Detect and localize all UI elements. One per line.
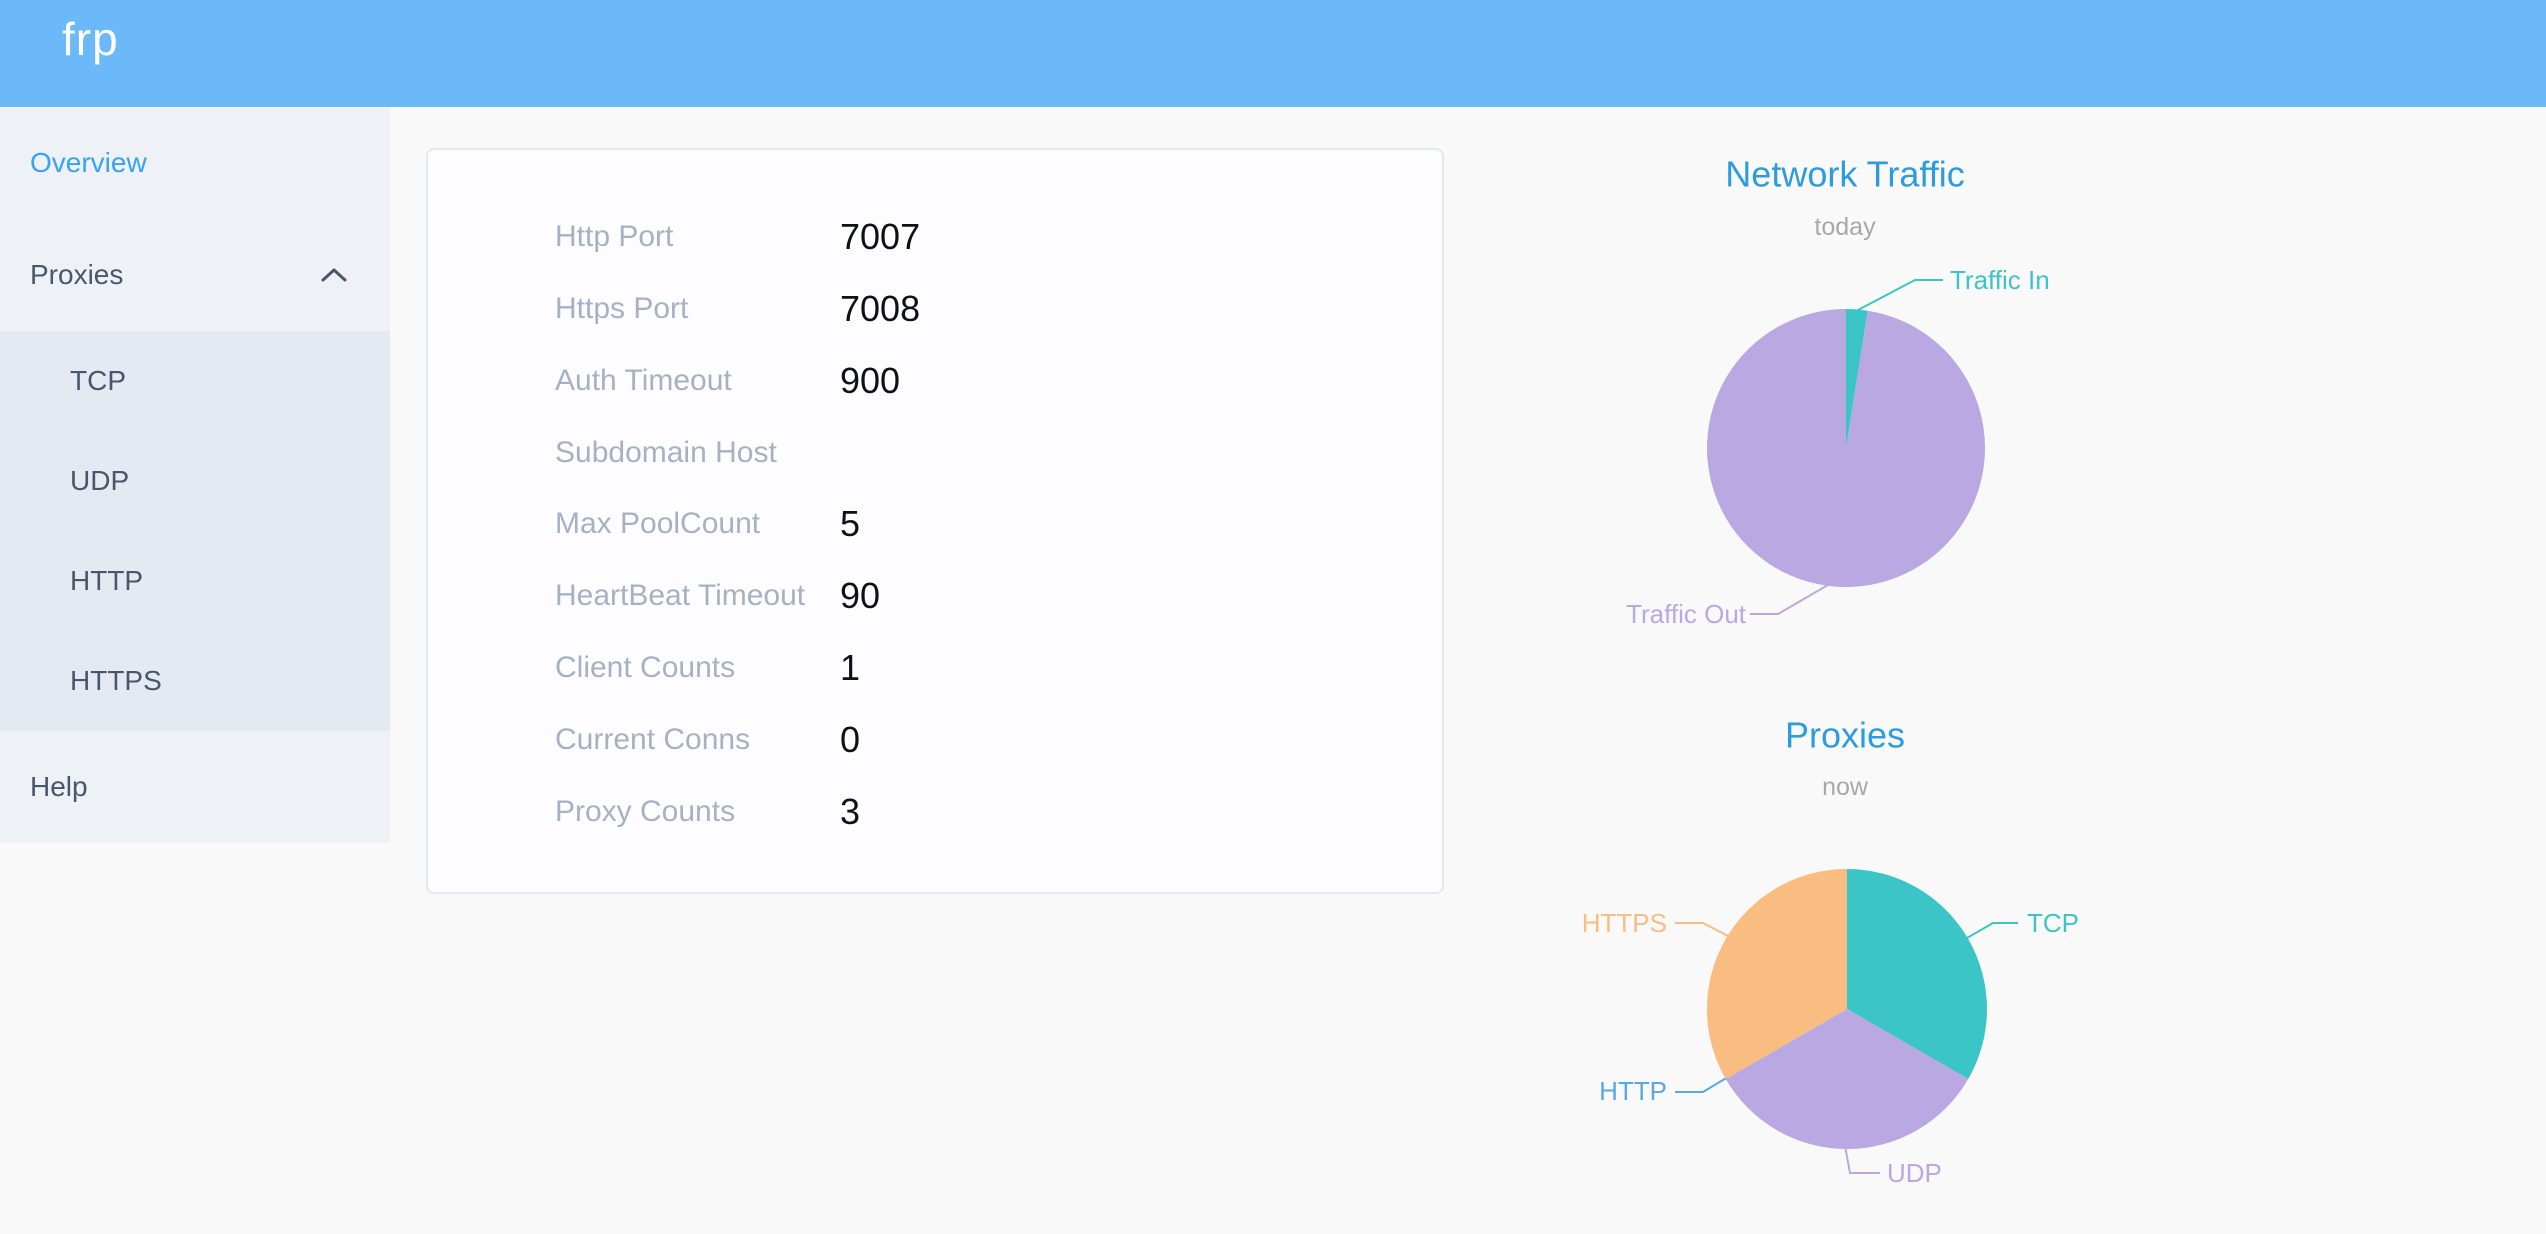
proxies-pie: TCP UDP HTTP HTTPS <box>1582 869 2079 1188</box>
pie-label-line-udp <box>1844 1145 1880 1174</box>
sidebar-item-proxies-label: Proxies <box>30 259 124 290</box>
config-row-value: 1 <box>840 647 861 689</box>
pie-label-line-tcp <box>1966 922 2018 939</box>
chevron-up-icon <box>321 268 347 282</box>
charts-panel: Network Traffic today Traffic InTraffic … <box>1582 154 2079 1189</box>
pie-label-udp: UDP <box>1887 1158 1942 1188</box>
pie-slice-traffic-out[interactable] <box>1707 309 1985 587</box>
server-config-card: Http Port 7007 Https Port 7008 Auth Timeout 9… <box>426 148 1444 894</box>
config-row-value: 900 <box>840 359 901 401</box>
sidebar-item-http[interactable]: HTTP <box>70 565 144 596</box>
chart-title-network-traffic: Network Traffic <box>1725 154 1964 195</box>
config-row: Proxy Counts 3 <box>428 776 1442 848</box>
pie-label-tcp: TCP <box>2027 908 2079 938</box>
sidebar: Overview Proxies TCP UDP HTTP HTTPS Help <box>0 107 390 843</box>
sidebar-item-https[interactable]: HTTPS <box>70 665 162 696</box>
config-row: HeartBeat Timeout 90 <box>428 560 1442 632</box>
config-row: Auth Timeout 900 <box>428 345 1442 417</box>
pie-label-traffic-out: Traffic Out <box>1626 599 1747 629</box>
config-row-label: Max PoolCount <box>555 507 761 541</box>
pie-label-http: HTTP <box>1599 1076 1667 1106</box>
pie-label-https: HTTPS <box>1582 908 1667 938</box>
pie-label-line-traffic-in <box>1857 279 1943 311</box>
sidebar-item-tcp[interactable]: TCP <box>70 365 126 396</box>
sidebar-item-overview[interactable]: Overview <box>0 107 390 219</box>
config-row: Client Counts 1 <box>428 632 1442 704</box>
pie-slice-udp[interactable] <box>1725 1009 1969 1149</box>
network-traffic-pie: Traffic In Traffic Out <box>1626 265 2050 629</box>
chart-title-proxies: Proxies <box>1785 715 1905 756</box>
sidebar-item-help[interactable]: Help <box>0 731 390 843</box>
pie-slice-https[interactable] <box>1707 869 1847 1079</box>
sidebar-item-proxies[interactable]: Proxies <box>0 219 390 331</box>
config-row: Https Port 7008 <box>428 273 1442 345</box>
config-row-value: 0 <box>840 719 861 761</box>
config-row-label: Proxy Counts <box>555 794 736 828</box>
config-row-label: HeartBeat Timeout <box>555 579 806 613</box>
config-row: Max PoolCount 5 <box>428 489 1442 561</box>
config-row-value: 7007 <box>840 215 921 257</box>
app-header: frp <box>0 0 2546 107</box>
pie-label-line-traffic-out <box>1750 581 1834 615</box>
config-row-label: Http Port <box>555 219 674 253</box>
config-row: Subdomain Host <box>428 417 1442 489</box>
config-row-label: Current Conns <box>555 723 751 757</box>
config-row-value: 5 <box>840 503 861 545</box>
config-row-value: 7008 <box>840 287 921 329</box>
config-row-value: 90 <box>840 575 881 617</box>
config-row: Http Port 7007 <box>428 201 1442 273</box>
chart-subtitle-now: now <box>1822 773 1869 801</box>
config-row-label: Client Counts <box>555 651 736 685</box>
pie-label-line-http <box>1675 1076 1729 1093</box>
config-row-label: Https Port <box>555 291 689 325</box>
config-row: Current Conns 0 <box>428 704 1442 776</box>
config-row-value: 3 <box>840 790 861 832</box>
sidebar-submenu: TCP UDP HTTP HTTPS <box>0 331 390 731</box>
app-logo: frp <box>62 13 119 65</box>
pie-label-line-https <box>1675 922 1731 938</box>
chart-subtitle-today: today <box>1814 213 1876 241</box>
config-row-label: Auth Timeout <box>555 363 732 397</box>
config-row-label: Subdomain Host <box>555 435 777 469</box>
pie-label-traffic-in: Traffic In <box>1950 265 2050 295</box>
server-config-rows: Http Port 7007 Https Port 7008 Auth Timeout 9… <box>428 150 1442 848</box>
pie-slice-traffic-in[interactable] <box>1846 309 1868 448</box>
pie-slice-tcp[interactable] <box>1847 869 1988 1079</box>
sidebar-item-udp[interactable]: UDP <box>70 465 130 496</box>
